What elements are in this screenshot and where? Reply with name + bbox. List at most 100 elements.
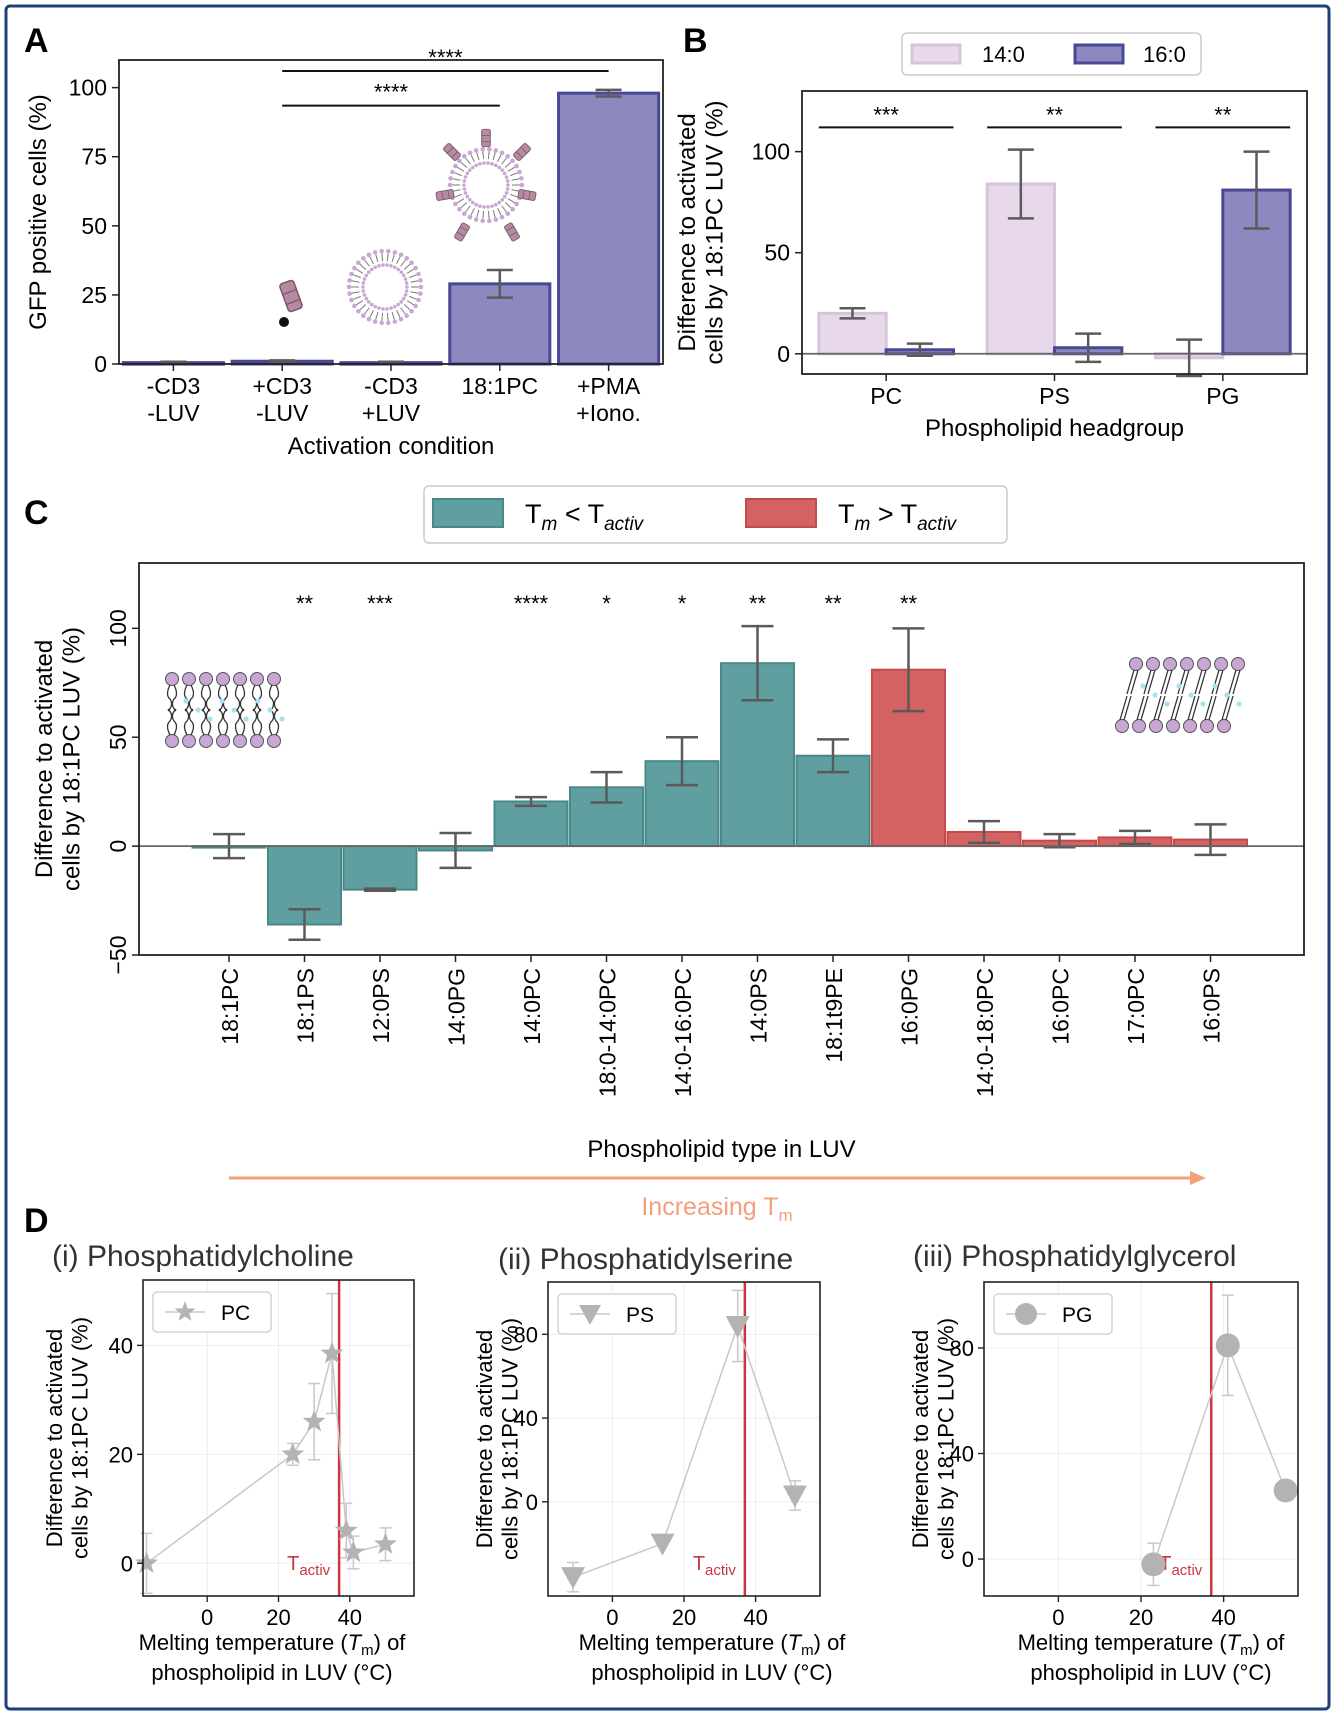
cholesterol-dot bbox=[1176, 683, 1182, 689]
lipid-head bbox=[499, 214, 505, 220]
lipid-tail bbox=[381, 253, 384, 262]
lipid-tail bbox=[452, 178, 461, 181]
series-line-d-PS bbox=[572, 1323, 796, 1578]
antibody-band bbox=[459, 226, 468, 232]
lipid-head bbox=[453, 163, 458, 169]
lipid-head-inner bbox=[478, 204, 482, 208]
xtick-label-d: 40 bbox=[338, 1605, 362, 1630]
ytick-label-a: 75 bbox=[81, 144, 107, 170]
x-axis-label-d-1: Melting temperature (Tm) of bbox=[139, 1630, 407, 1659]
ytick-label-c: 0 bbox=[105, 840, 131, 853]
lipid-head-inner bbox=[405, 285, 409, 289]
lipid-head-bottom bbox=[165, 734, 179, 748]
lipid-tail bbox=[222, 708, 229, 736]
lipid-tail bbox=[234, 708, 241, 736]
lipid-head-inner bbox=[478, 162, 482, 166]
lipid-head-inner bbox=[497, 200, 502, 205]
antibody-body bbox=[513, 143, 531, 161]
antibody-band bbox=[441, 191, 444, 200]
lipid-tail bbox=[359, 304, 367, 311]
antibody-body bbox=[279, 279, 303, 313]
lipid-tail bbox=[1147, 669, 1156, 695]
lipid-head-inner bbox=[504, 175, 509, 179]
lipid-tail bbox=[353, 295, 361, 300]
legend-d-3: PG bbox=[993, 1293, 1113, 1335]
lipid-tail bbox=[217, 708, 224, 736]
lipid-tail bbox=[409, 295, 417, 300]
legend-label-low-sub1: m bbox=[542, 514, 558, 535]
antibody-body bbox=[481, 128, 491, 148]
lipid-head-inner bbox=[497, 165, 502, 170]
lipid-tail bbox=[353, 274, 361, 279]
lipid-tail bbox=[482, 151, 485, 160]
xtick-label-c-14:0PS: 14:0PS bbox=[746, 968, 772, 1043]
attached-antibody-icon bbox=[513, 143, 531, 161]
marker-star-0 bbox=[135, 1551, 158, 1573]
x-axis-label-m: m bbox=[361, 1642, 374, 1659]
xtick-label-a: -LUV bbox=[256, 400, 309, 426]
xtick-label-a: 18:1PC bbox=[461, 373, 538, 399]
significance-label-c-14:0PS: ** bbox=[749, 591, 767, 616]
lipid-head bbox=[462, 153, 467, 159]
x-axis-label-part: Melting temperature ( bbox=[1018, 1630, 1228, 1655]
lipid-head bbox=[514, 163, 519, 169]
lipid-tail bbox=[396, 256, 401, 264]
x-axis-label-b: Phospholipid headgroup bbox=[925, 415, 1184, 442]
lipid-tail bbox=[234, 684, 241, 712]
lipid-head-inner bbox=[401, 296, 406, 301]
y-axis-label-d-3-line1: Difference to activated bbox=[908, 1330, 933, 1549]
tactiv-label-sub: activ bbox=[299, 1562, 330, 1579]
lipid-tail bbox=[396, 310, 401, 318]
y-axis-label-c-line2: cells by 18:1PC LUV (%) bbox=[59, 627, 86, 891]
antibody-tag-icon bbox=[279, 317, 289, 327]
lipid-tail bbox=[183, 708, 190, 736]
lipid-head-inner bbox=[364, 273, 369, 278]
lipid-tail bbox=[239, 708, 246, 736]
increasing-tm-label: Increasing Tm bbox=[641, 1193, 792, 1225]
lipid-tail bbox=[1181, 669, 1190, 695]
cholesterol-dot bbox=[195, 707, 201, 713]
marker-circle-0 bbox=[1141, 1552, 1166, 1577]
x-axis-label-T: T bbox=[788, 1630, 803, 1655]
panel-d-charts: (i) Phosphatidylcholine Tactiv 0 20 40 0 20 40 P… bbox=[42, 1240, 1299, 1685]
lipid-head-inner bbox=[482, 161, 486, 165]
bar-c-12:0PS bbox=[342, 845, 418, 891]
x-axis-label-part: ) of bbox=[814, 1630, 847, 1655]
lipid-head-inner bbox=[401, 273, 406, 278]
lipid-head-inner bbox=[364, 296, 369, 301]
significance-label-c-18:1PS: ** bbox=[296, 591, 314, 616]
y-axis-label-d-3-line2: cells by 18:1PC LUV (%) bbox=[933, 1318, 958, 1560]
ytick-label-c: 50 bbox=[105, 724, 131, 750]
lipid-tail bbox=[205, 708, 212, 736]
lipid-head-inner bbox=[381, 263, 385, 267]
lipid-head-top bbox=[1146, 657, 1160, 671]
x-axis-label-d-line2-2: phospholipid in LUV (°C) bbox=[591, 1660, 832, 1685]
lipid-head-bottom bbox=[1166, 719, 1180, 733]
cholesterol-dot bbox=[1188, 692, 1194, 698]
xtick-label-b: PC bbox=[870, 383, 902, 409]
tactiv-label-d-2: Tactiv bbox=[693, 1553, 737, 1579]
panel-a-chart: 0255075100-CD3-LUV+CD3-LUV-CD3+LUV18:1PC… bbox=[25, 45, 664, 460]
lipid-head-inner bbox=[369, 302, 374, 307]
lipid-head-inner bbox=[389, 306, 393, 310]
antibody-body bbox=[443, 143, 461, 161]
significance-label-b-1: ** bbox=[1046, 102, 1064, 127]
y-axis-label-a: GFP positive cells (%) bbox=[25, 94, 52, 330]
xtick-label-c-18:1t9PE: 18:1t9PE bbox=[821, 968, 847, 1063]
lipid-tail bbox=[391, 311, 395, 320]
lipid-tail bbox=[406, 300, 415, 306]
lipid-head-top bbox=[182, 672, 196, 686]
lipid-head-inner bbox=[369, 267, 374, 272]
lipid-head bbox=[493, 217, 499, 222]
lipid-tail bbox=[391, 254, 395, 263]
xtick-label-d: 0 bbox=[606, 1605, 618, 1630]
lipid-tail bbox=[364, 259, 370, 267]
lipid-head-inner bbox=[361, 285, 365, 289]
lipid-tail bbox=[504, 161, 512, 168]
legend-label-14-0: 14:0 bbox=[982, 42, 1025, 67]
lipid-head-inner bbox=[381, 307, 385, 311]
antibody-band bbox=[286, 298, 301, 306]
lipid-tail bbox=[1187, 695, 1196, 721]
significance-label-c-12:0PS: *** bbox=[367, 591, 393, 616]
x-axis-label-m: m bbox=[1240, 1642, 1253, 1659]
